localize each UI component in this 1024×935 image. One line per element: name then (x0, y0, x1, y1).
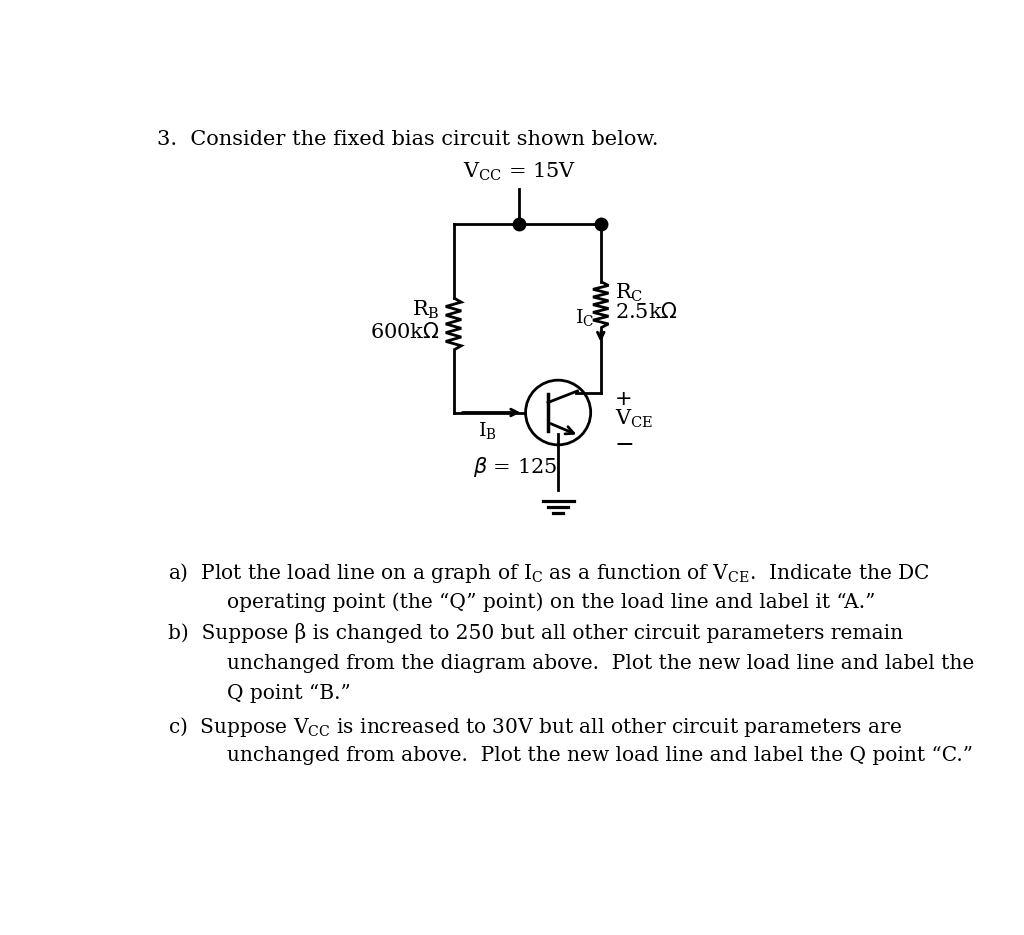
Text: $\mathregular{V_{CE}}$: $\mathregular{V_{CE}}$ (614, 408, 653, 430)
Text: b)  Suppose β is changed to 250 but all other circuit parameters remain: b) Suppose β is changed to 250 but all o… (168, 623, 903, 642)
Text: unchanged from the diagram above.  Plot the new load line and label the: unchanged from the diagram above. Plot t… (227, 654, 975, 672)
Text: $\mathregular{R_B}$: $\mathregular{R_B}$ (412, 299, 439, 322)
Text: $\mathregular{I_B}$: $\mathregular{I_B}$ (478, 420, 497, 441)
Text: $\mathregular{I_C}$: $\mathregular{I_C}$ (575, 307, 595, 328)
Text: operating point (the “Q” point) on the load line and label it “A.”: operating point (the “Q” point) on the l… (227, 592, 876, 611)
Text: $\mathregular{R_C}$: $\mathregular{R_C}$ (614, 281, 643, 304)
Text: Q point “B.”: Q point “B.” (227, 684, 351, 703)
Text: +: + (614, 389, 633, 409)
Text: c)  Suppose $\mathregular{V_{CC}}$ is increased to 30V but all other circuit par: c) Suppose $\mathregular{V_{CC}}$ is inc… (168, 715, 902, 739)
Text: 2.5k$\Omega$: 2.5k$\Omega$ (614, 302, 678, 323)
Text: 600k$\Omega$: 600k$\Omega$ (370, 322, 439, 341)
Text: −: − (614, 433, 635, 457)
Text: a)  Plot the load line on a graph of $\mathregular{I_C}$ as a function of $\math: a) Plot the load line on a graph of $\ma… (168, 561, 930, 585)
Text: $\beta$ = 125: $\beta$ = 125 (473, 454, 558, 479)
Text: $\mathregular{V_{CC}}$ = 15V: $\mathregular{V_{CC}}$ = 15V (463, 161, 575, 183)
Text: unchanged from above.  Plot the new load line and label the Q point “C.”: unchanged from above. Plot the new load … (227, 746, 973, 765)
Text: 3.  Consider the fixed bias circuit shown below.: 3. Consider the fixed bias circuit shown… (158, 130, 659, 149)
